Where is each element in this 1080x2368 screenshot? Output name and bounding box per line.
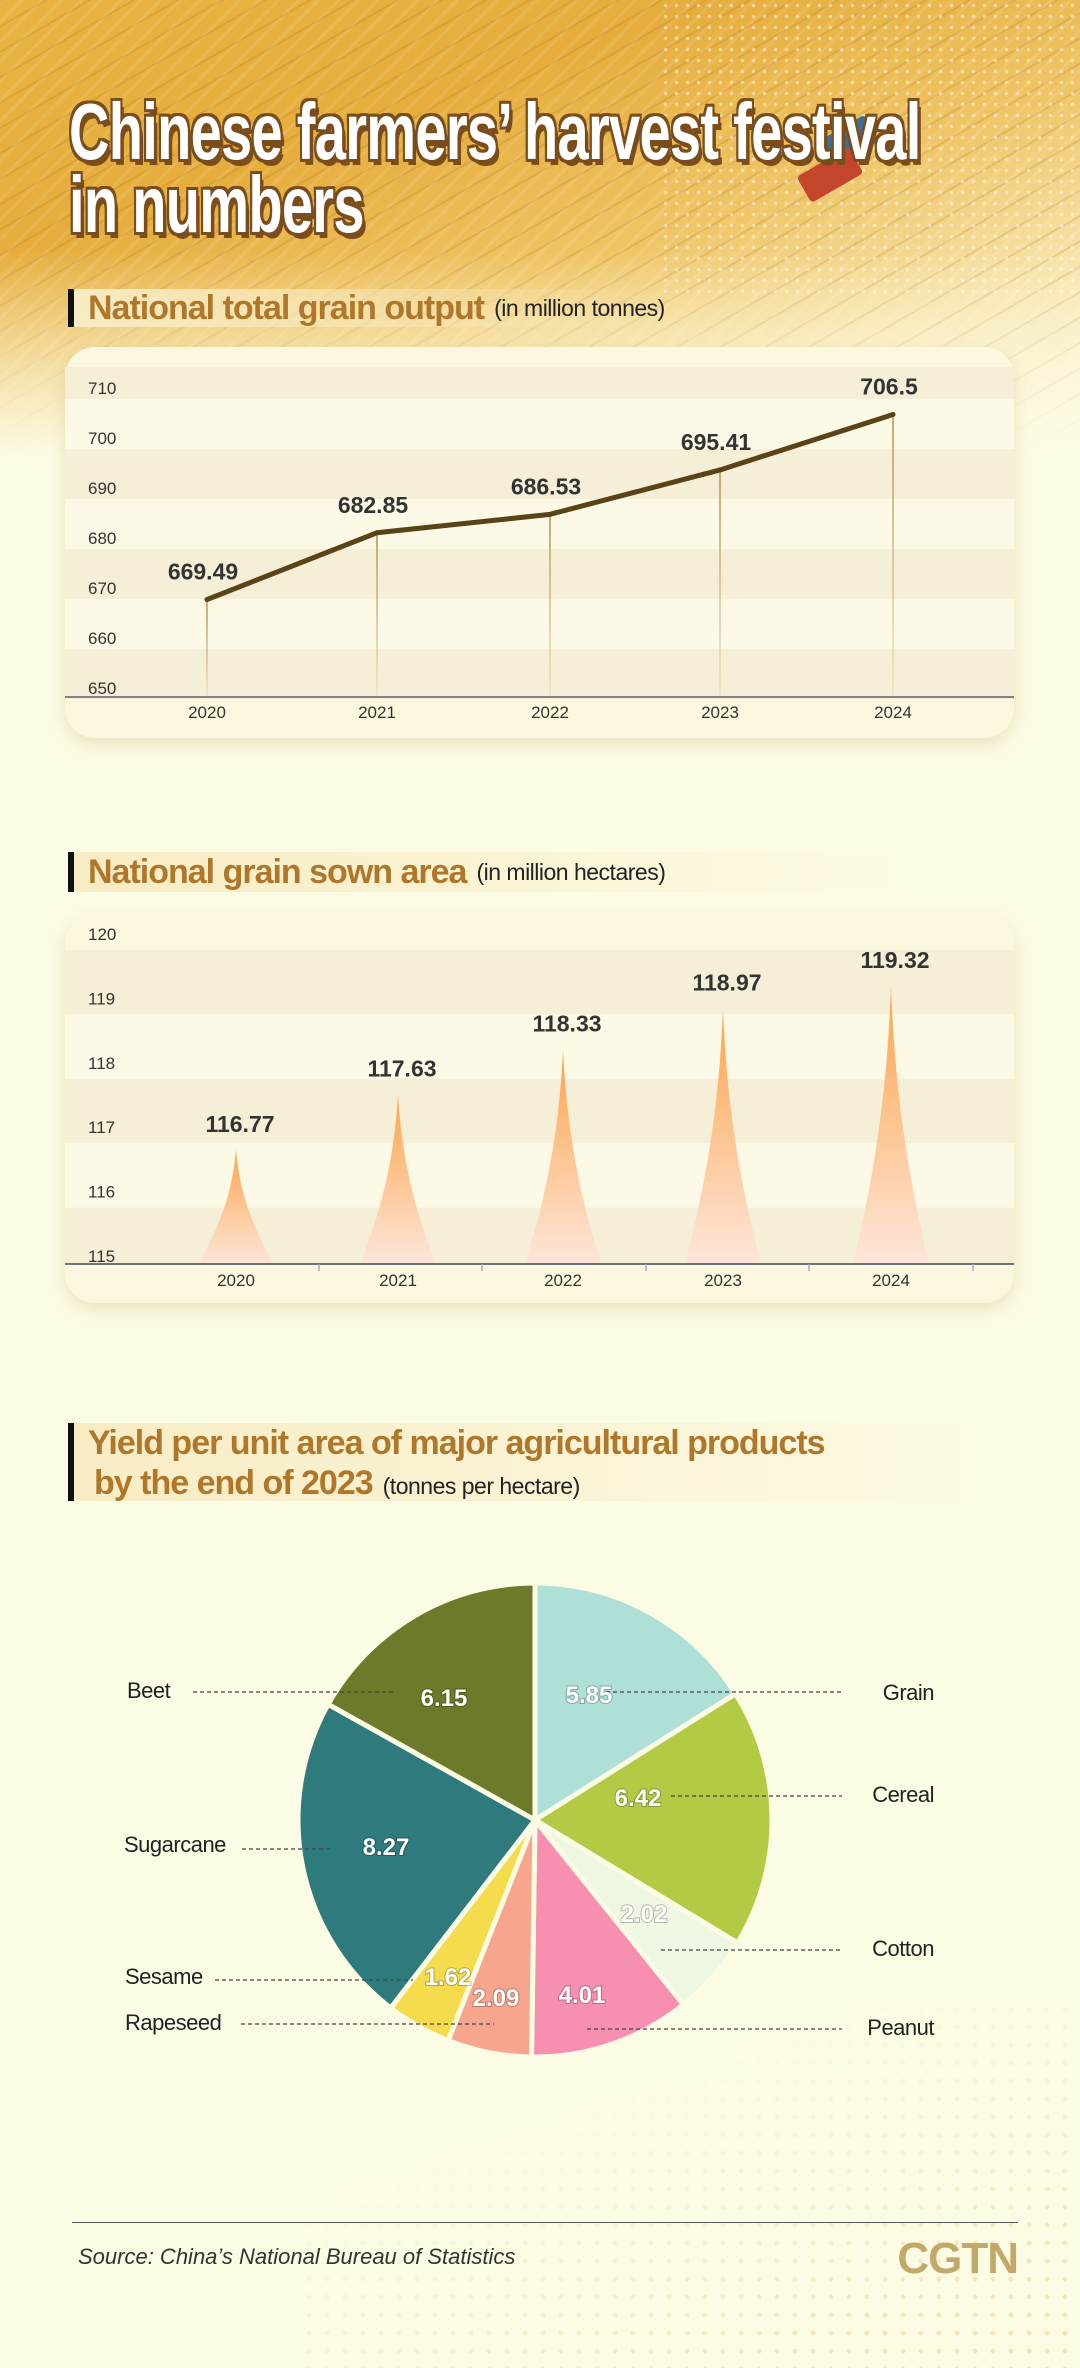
y-tick-label: 690 [88,479,116,498]
pie-slice-peanut [529,1817,686,2060]
slice-label: Sesame [125,1964,203,1989]
slice-value: 5.85 [566,1682,613,1709]
slice-label: Grain [883,1680,934,1705]
slice-value: 6.42 [615,1785,662,1812]
spike-bar [853,985,929,1264]
drop-line [549,514,551,697]
grid-band [65,399,1014,449]
y-tick-label: 118 [88,1054,115,1073]
grid-band [65,1143,1014,1208]
cgtn-logo: CGTN [897,2234,1019,2283]
y-tick-label: 660 [88,629,116,648]
data-label: 682.85 [338,492,409,518]
source-note: Source: China’s National Bureau of Stati… [78,2244,516,2269]
drop-line [206,599,208,697]
section-title: National grain sown area [88,852,467,891]
spike-bar [360,1094,436,1264]
section-title-line1: Yield per unit area of major agricultura… [88,1424,826,1462]
dot-pattern-bottom [300,2000,1080,2368]
data-label: 695.41 [681,429,752,455]
drop-line [376,532,378,697]
y-tick-label: 700 [88,429,116,448]
section-unit: (tonnes per hectare) [382,1473,581,1499]
x-tick-label: 2024 [874,703,912,722]
x-tick-label: 2023 [701,703,739,722]
x-tick-label: 2022 [531,703,569,722]
y-tick-label: 116 [88,1183,115,1202]
spike-bar [198,1150,274,1264]
data-label: 118.97 [692,969,761,995]
yield-pie-chart: Grain 5.85 Cereal 6.42 Cotton 2.02 Peanut 4.01 R… [124,1580,935,2060]
section-title-line2: by the end of 2023 [94,1464,374,1502]
data-point [374,530,380,536]
grid-band [65,449,1014,499]
slice-label: Sugarcane [124,1832,226,1857]
slice-label: Rapeseed [125,2010,221,2035]
y-tick-label: 120 [88,925,116,944]
slice-label: Cotton [872,1936,934,1961]
slice-label: Cereal [872,1782,934,1807]
data-label: 116.77 [205,1111,274,1137]
pie-slice-grain [532,1580,739,1823]
slice-value: 4.01 [559,1982,606,2009]
drop-line [892,414,894,697]
pie-slice-cereal [532,1691,775,1946]
y-tick-label: 680 [88,529,116,548]
section-header-area: National grain sown area (in million hec… [68,852,908,892]
section-header-output: National total grain output (in million … [68,289,665,327]
slice-value: 2.09 [473,1985,520,2012]
x-tick-label: 2021 [358,703,396,722]
grid-band [65,649,1014,699]
page-title-line2: in numbers [69,160,365,249]
y-tick-label: 710 [88,379,116,398]
x-tick-label: 2020 [188,703,226,722]
grid-band [65,367,1014,399]
page-title-line1: Chinese farmers’ harvest festival [69,87,921,176]
data-label: 117.63 [367,1056,436,1082]
grid-band [65,599,1014,649]
slice-value: 6.15 [421,1685,468,1712]
data-point [890,412,896,417]
grid-band [65,950,1014,1015]
x-tick-label: 2021 [379,1271,417,1290]
grid-band [65,1078,1014,1144]
footer-divider [72,2222,1018,2223]
section-header-yield: Yield per unit area of major agricultura… [68,1423,988,1502]
data-label: 669.49 [168,559,238,585]
x-tick-label: 2020 [217,1271,255,1290]
x-tick-label: 2022 [544,1271,582,1290]
data-label: 118.33 [532,1011,601,1037]
grain-output-chart: 650 660 670 680 690 700 710 669.49 2020 682.85 202… [65,347,1014,738]
x-tick-label: 2024 [872,1271,910,1290]
slice-value: 1.62 [425,1964,472,1991]
y-tick-label: 117 [88,1118,115,1137]
data-label: 686.53 [511,473,581,499]
sown-area-chart: 115 116 117 118 119 120 116.77 2020 117.63 2021 11… [65,913,1014,1303]
data-point [204,597,210,603]
grid-band [65,1014,1014,1079]
data-label: 706.5 [860,374,918,400]
spike-bar [525,1049,601,1264]
section-title: National total grain output [88,288,485,327]
spike-bar [685,1008,761,1264]
slice-label: Beet [127,1678,171,1703]
data-point [547,511,553,517]
pie-slice-beet [325,1580,538,1823]
grid-band [65,499,1014,549]
slice-value: 8.27 [363,1834,410,1861]
y-tick-label: 670 [88,579,116,598]
section-unit: (in million hectares) [476,858,666,885]
data-point [717,467,723,473]
section-unit: (in million tonnes) [494,294,665,321]
drop-line [719,469,721,697]
y-tick-label: 115 [88,1247,115,1266]
pie-slice-sugarcane [295,1701,538,2011]
y-tick-label: 650 [88,679,116,698]
y-tick-label: 119 [88,989,115,1008]
x-tick-label: 2023 [704,1271,742,1290]
slice-value: 2.02 [621,1901,668,1928]
slice-label: Peanut [867,2015,934,2040]
data-label: 119.32 [860,947,929,973]
